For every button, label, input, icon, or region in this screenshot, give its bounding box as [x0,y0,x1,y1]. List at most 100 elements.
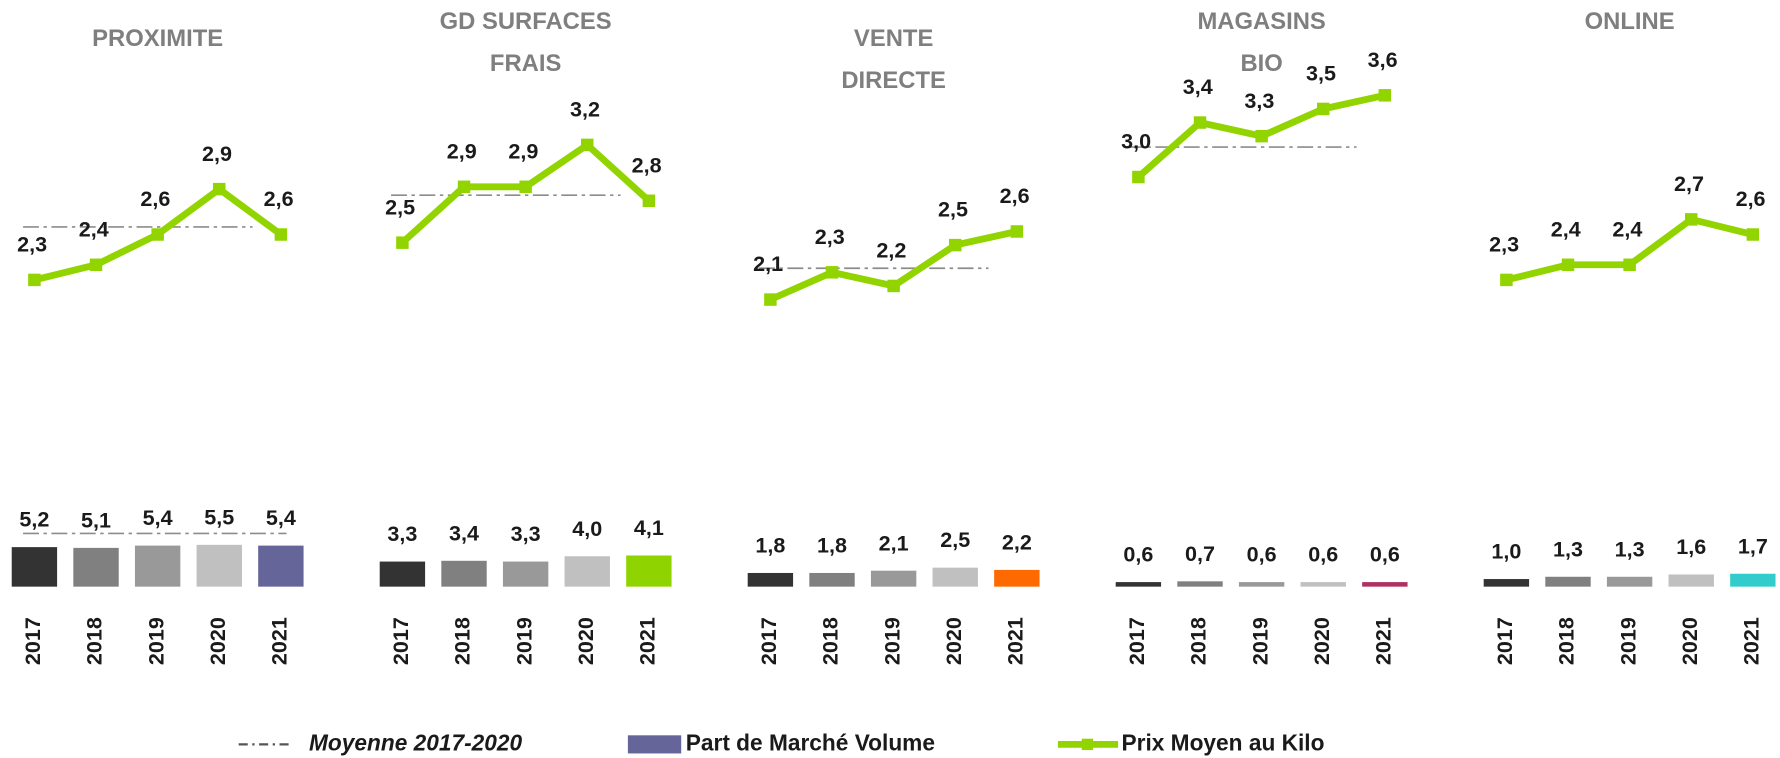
bar-value-label: 5,4 [266,505,296,530]
price-marker [89,258,103,272]
panel: ONLINE 1,0 2017 1,3 2018 1,3 2019 1,6 2020 1,7 202… [1483,8,1776,665]
price-value-label: 3,0 [1121,129,1151,154]
price-value-label: 2,3 [17,232,47,257]
bar-value-label: 1,8 [755,533,785,558]
legend-label: Part de Marché Volume [686,729,935,755]
bar-value-label: 1,3 [1553,536,1583,561]
price-marker [764,293,777,306]
x-tick-label: 2019 [1615,617,1640,665]
panel: MAGASINS BIO 0,6 2017 0,7 2018 0,6 2019 0,6 2020 0… [1115,8,1408,665]
price-marker [825,266,839,279]
price-value-label: 2,6 [264,186,294,211]
x-tick-label: 2020 [941,617,966,665]
price-value-label: 2,9 [508,138,538,163]
bar-value-label: 1,7 [1738,533,1768,558]
bar [196,544,242,587]
bar [564,556,610,587]
bar-value-label: 0,6 [1370,542,1400,567]
x-tick-label: 2017 [1124,617,1149,665]
bar [134,545,181,587]
bar [870,570,917,587]
panel-title: ONLINE [1585,8,1675,35]
price-marker [1378,89,1392,102]
bar [258,545,304,587]
price-value-label: 2,4 [1612,216,1642,241]
panel: GD SURFACES FRAIS 3,3 2017 3,4 2018 3,3 2019 4,0… [379,8,672,665]
x-tick-label: 2017 [756,617,781,665]
price-marker [28,273,41,287]
price-marker [949,238,962,252]
bar [1362,582,1408,587]
bar [1668,574,1714,587]
x-tick-label: 2018 [450,617,475,665]
price-value-label: 2,6 [1736,186,1766,211]
x-tick-label: 2019 [143,617,168,665]
price-value-label: 3,3 [1244,88,1274,113]
bar-value-label: 1,6 [1676,534,1706,559]
bar-value-label: 1,3 [1615,536,1645,561]
bar-value-label: 2,1 [879,530,909,555]
price-marker [1500,273,1513,287]
x-tick-label: 2021 [1739,617,1764,665]
bar-value-label: 0,7 [1185,541,1215,566]
price-value-label: 2,7 [1674,171,1704,196]
bar [1115,582,1162,587]
price-value-label: 2,4 [1551,216,1581,241]
bar-value-label: 5,1 [81,507,111,532]
panel-title: FRAIS [490,50,561,77]
price-marker [151,228,164,241]
price-marker [1193,116,1207,129]
bar-value-label: 2,5 [940,527,970,552]
price-marker [213,182,226,196]
x-tick-label: 2018 [1554,617,1579,665]
legend-marker [1081,738,1094,751]
x-tick-label: 2021 [267,617,292,665]
bar-value-label: 5,4 [143,505,173,530]
x-tick-label: 2018 [818,617,843,665]
panel-title: DIRECTE [841,67,946,94]
price-marker [274,228,288,241]
price-value-label: 3,6 [1368,47,1398,72]
x-tick-label: 2019 [511,617,536,665]
price-marker [1561,258,1575,272]
x-tick-label: 2021 [1003,617,1028,665]
price-value-label: 2,1 [753,251,783,276]
bar-value-label: 3,3 [511,521,541,546]
x-tick-label: 2020 [573,617,598,665]
price-value-label: 3,2 [570,97,600,122]
price-marker [1255,129,1268,143]
price-value-label: 2,5 [938,197,968,222]
x-tick-label: 2018 [82,617,107,665]
price-value-label: 2,6 [1000,183,1030,208]
bar [932,567,978,587]
price-value-label: 2,3 [1489,232,1519,257]
price-marker [519,180,532,194]
price-value-label: 2,8 [632,152,662,177]
bar [1545,576,1591,587]
legend-label: Moyenne 2017-2020 [309,729,523,755]
bar [502,561,549,587]
x-tick-label: 2019 [879,617,904,665]
x-tick-label: 2017 [20,617,45,665]
bar [747,572,794,587]
price-marker [396,236,409,249]
price-marker [1010,225,1024,238]
x-tick-label: 2020 [1677,617,1702,665]
bar [11,547,58,587]
x-tick-label: 2021 [1371,617,1396,665]
bar [809,572,855,587]
panel: PROXIMITE 5,2 2017 5,1 2018 5,4 2019 5,5 2020 5,4… [11,25,304,665]
price-value-label: 2,9 [202,141,232,166]
price-value-label: 3,4 [1183,74,1213,99]
panel: VENTE DIRECTE 1,8 2017 1,8 2018 2,1 2019 2,5 2020… [747,25,1040,665]
price-marker [1746,228,1760,241]
panel-title: VENTE [854,25,933,52]
bar-value-label: 5,5 [204,504,234,529]
x-tick-label: 2017 [1492,617,1517,665]
x-tick-label: 2021 [635,617,660,665]
bar [1483,579,1530,587]
bar-value-label: 0,6 [1247,542,1277,567]
x-tick-label: 2018 [1186,617,1211,665]
